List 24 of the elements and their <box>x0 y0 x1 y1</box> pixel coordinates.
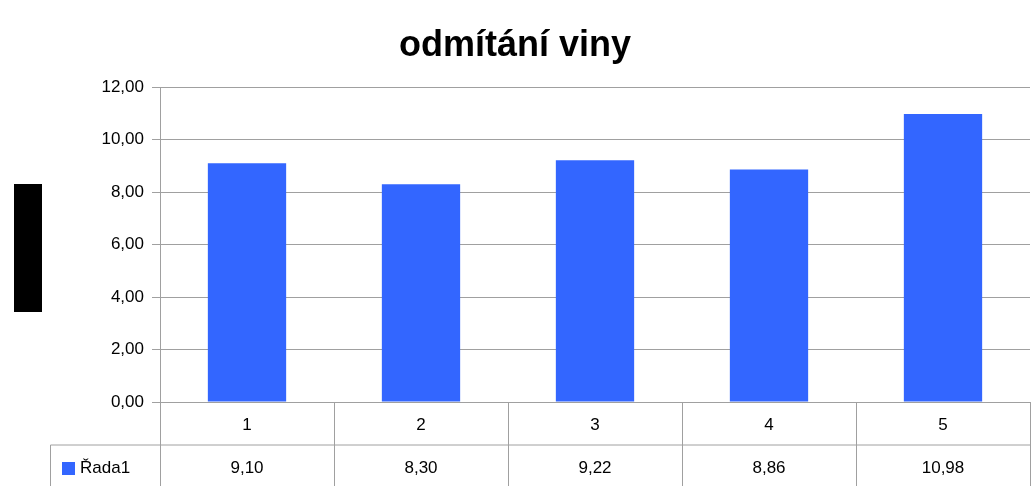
legend-label: Řada1 <box>80 457 131 477</box>
y-tick-label: 10,00 <box>101 129 144 149</box>
x-tick-label: 5 <box>938 414 948 434</box>
x-tick-label: 2 <box>416 414 426 434</box>
bar <box>381 184 461 402</box>
bar <box>729 169 809 402</box>
y-tick-label: 2,00 <box>110 339 144 359</box>
bar <box>903 113 983 402</box>
data-label: 8,86 <box>752 457 786 477</box>
data-label: 9,22 <box>578 457 612 477</box>
y-tick-label: 8,00 <box>110 181 144 201</box>
x-tick-label: 3 <box>590 414 600 434</box>
data-label: 10,98 <box>921 457 965 477</box>
y-tick-label: 6,00 <box>110 234 144 254</box>
y-tick-label: 4,00 <box>110 286 144 306</box>
x-tick-label: 4 <box>764 414 774 434</box>
y-tick-label: 12,00 <box>101 76 144 96</box>
bar <box>207 163 287 402</box>
bar <box>555 160 635 402</box>
x-tick-label: 1 <box>242 414 252 434</box>
data-label: 8,30 <box>404 457 438 477</box>
chart-title: odmítání viny <box>398 22 632 64</box>
y-tick-label: 0,00 <box>110 391 144 411</box>
data-label: 9,10 <box>230 457 264 477</box>
